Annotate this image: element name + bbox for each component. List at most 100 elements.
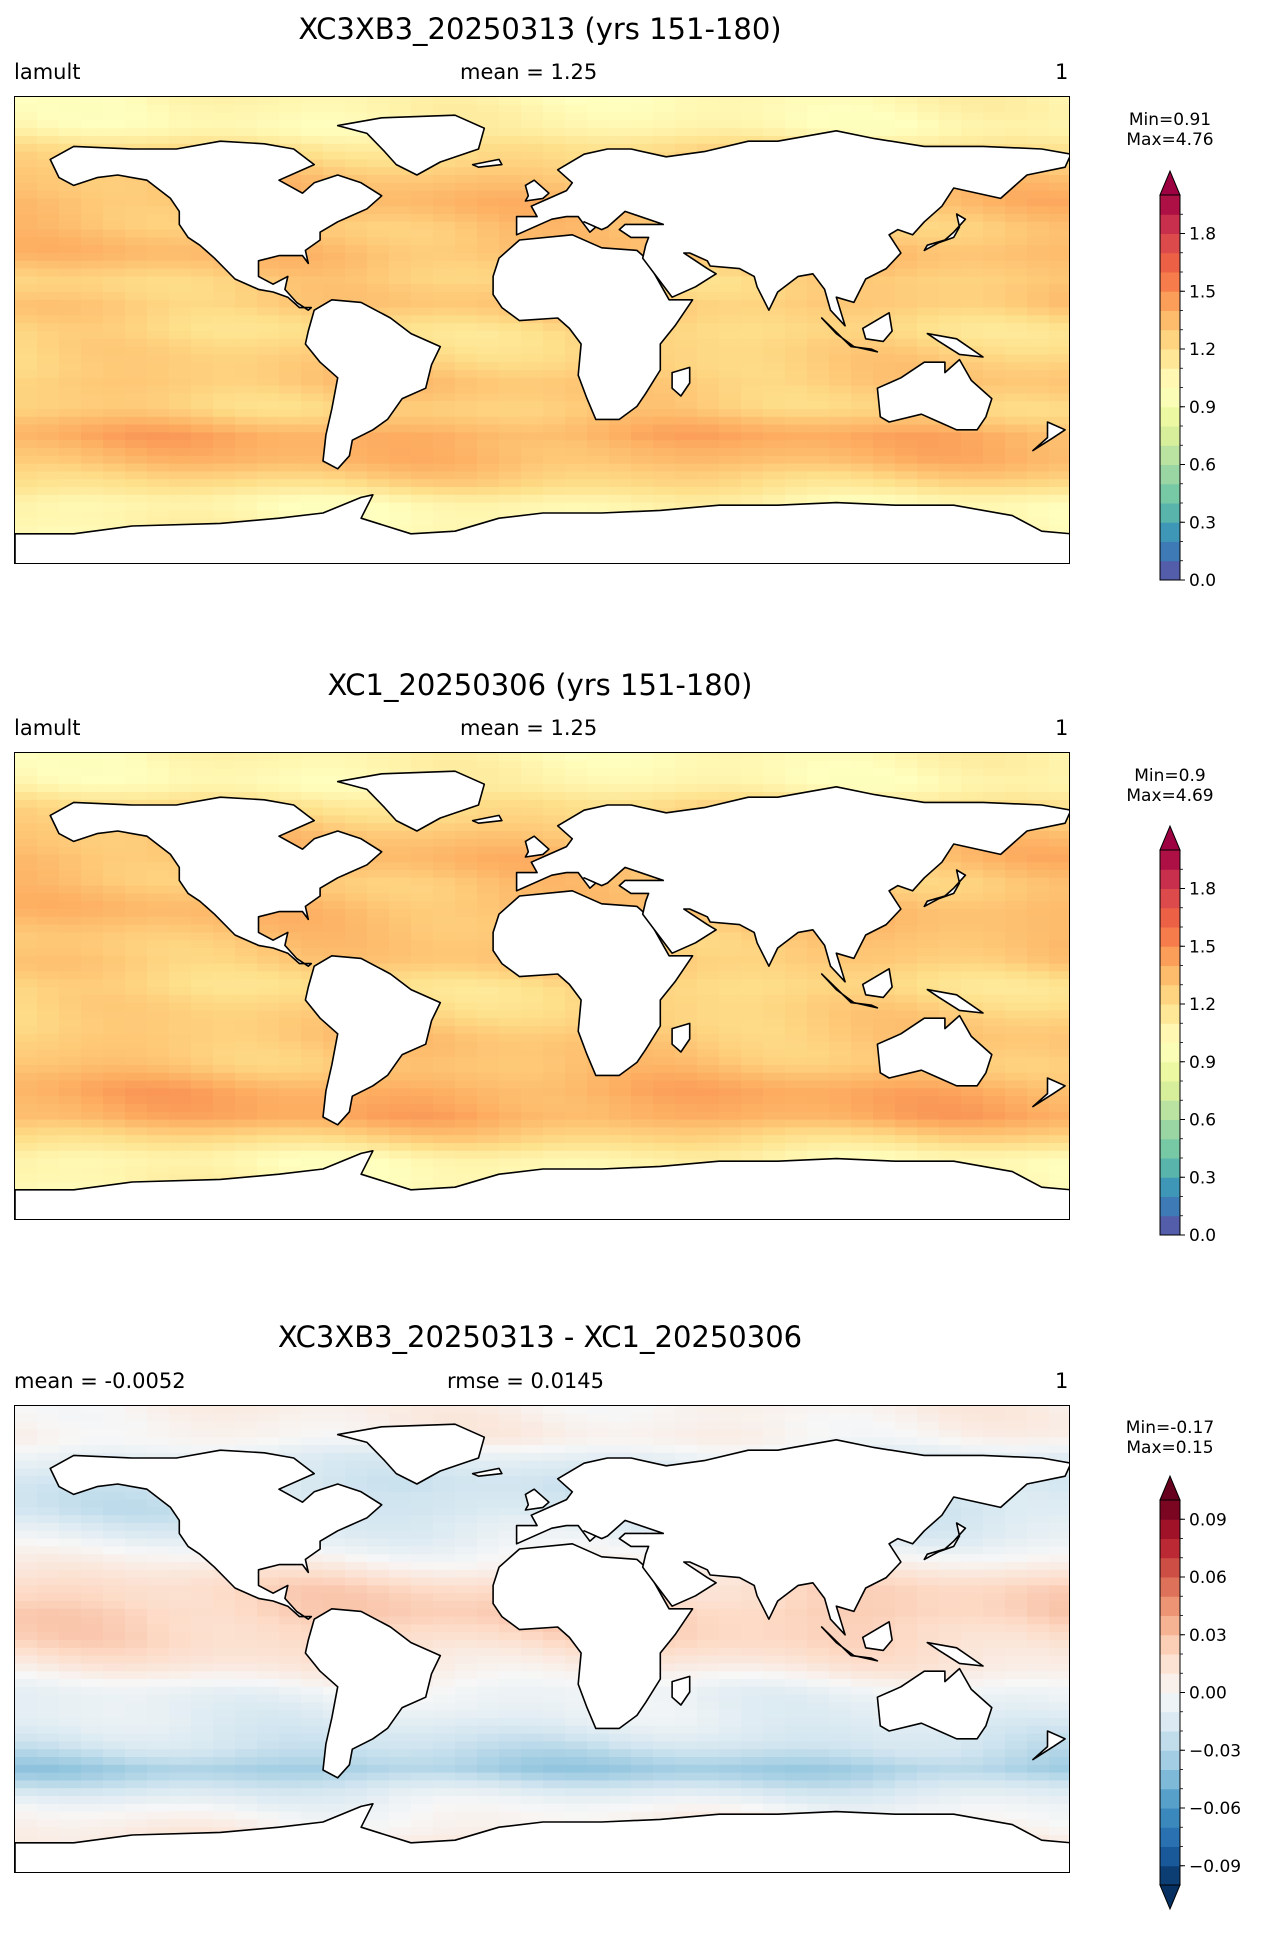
colorbar-level bbox=[1160, 888, 1180, 909]
colorbar-level bbox=[1160, 329, 1180, 350]
land-mass bbox=[49, 1449, 383, 1620]
colorbar-level bbox=[1160, 541, 1180, 562]
colorbar: 0.0 0.3 0.6 0.9 1.2 1.5 1.8 bbox=[1159, 824, 1216, 1246]
land-mass bbox=[336, 770, 486, 832]
colorbar-level bbox=[1160, 1538, 1180, 1559]
land-mass bbox=[1032, 1077, 1066, 1108]
colorbar-tick-label: 1.5 bbox=[1189, 937, 1216, 957]
land-mass bbox=[515, 786, 1069, 983]
colorbar-tick-label: 1.8 bbox=[1189, 880, 1216, 900]
colorbar-tick-label: 1.8 bbox=[1189, 225, 1216, 245]
colorbar-level bbox=[1160, 1769, 1180, 1790]
min-max-label: Min=0.9 Max=4.69 bbox=[1100, 766, 1240, 806]
land-mass bbox=[861, 968, 893, 999]
colorbar-level bbox=[1160, 426, 1180, 446]
colorbar-level bbox=[1160, 406, 1180, 427]
land-mass bbox=[515, 1439, 1069, 1636]
map-plot bbox=[14, 96, 1070, 564]
land-mass bbox=[304, 299, 442, 470]
mean-label: mean = 1.25 bbox=[460, 60, 598, 84]
colorbar-level bbox=[1160, 1004, 1180, 1024]
colorbar-level bbox=[1160, 214, 1180, 234]
colorbar-level bbox=[1160, 233, 1180, 254]
land-mass bbox=[492, 890, 694, 1077]
colorbar-level bbox=[1160, 349, 1180, 369]
colorbar-level bbox=[1160, 1731, 1180, 1751]
coastlines bbox=[15, 1423, 1069, 1872]
land-mass bbox=[671, 1022, 691, 1053]
colorbar-level bbox=[1160, 1196, 1180, 1217]
land-mass bbox=[820, 973, 879, 1009]
mean-label: mean = 1.25 bbox=[460, 716, 598, 740]
colorbar-extend-min bbox=[1159, 1884, 1181, 1911]
land-mass bbox=[515, 130, 1069, 327]
land-mass bbox=[671, 1675, 691, 1706]
land-mass bbox=[471, 158, 503, 168]
min-value: Min=-0.17 bbox=[1125, 1418, 1215, 1438]
colorbar-level bbox=[1160, 1500, 1180, 1520]
colorbar-level bbox=[1160, 252, 1180, 273]
variable-label: lamult bbox=[14, 716, 81, 740]
colorbar-level bbox=[1160, 1634, 1180, 1655]
colorbar-level bbox=[1160, 291, 1180, 311]
variable-label: lamult bbox=[14, 60, 81, 84]
colorbar-level bbox=[1160, 965, 1180, 986]
land-mass bbox=[923, 869, 967, 908]
mean-label: mean = -0.0052 bbox=[14, 1369, 186, 1393]
colorbar-level bbox=[1160, 445, 1180, 465]
colorbar-level bbox=[1160, 1081, 1180, 1101]
colorbar-tick-label: 0.00 bbox=[1189, 1684, 1227, 1704]
land-mass bbox=[923, 1522, 967, 1561]
colorbar-tick-label: 0.3 bbox=[1189, 1168, 1216, 1188]
land-mass bbox=[304, 1608, 442, 1779]
colorbar-level bbox=[1160, 464, 1180, 485]
coastlines bbox=[15, 770, 1069, 1219]
min-max-label: Min=0.91 Max=4.76 bbox=[1100, 110, 1240, 150]
colorbar-level bbox=[1160, 272, 1180, 292]
colorbar-level bbox=[1160, 310, 1180, 331]
land-mass bbox=[15, 1150, 1069, 1219]
colorbar-extend-max bbox=[1159, 169, 1181, 196]
land-mass bbox=[304, 955, 442, 1126]
colorbar-tick-label: 1.2 bbox=[1189, 340, 1216, 360]
land-mass bbox=[820, 1626, 879, 1662]
land-mass bbox=[861, 312, 893, 343]
land-mass bbox=[471, 1467, 503, 1477]
land-mass bbox=[524, 179, 550, 202]
colorbar: 0.0 0.3 0.6 0.9 1.2 1.5 1.8 bbox=[1159, 169, 1216, 591]
land-mass bbox=[336, 1423, 486, 1485]
colorbar-level bbox=[1160, 387, 1180, 408]
colorbar-level bbox=[1160, 1827, 1180, 1847]
land-mass bbox=[1032, 1730, 1066, 1761]
colorbar-tick-label: 0.06 bbox=[1189, 1568, 1227, 1588]
colorbar-level bbox=[1160, 1673, 1180, 1693]
colorbar-level bbox=[1160, 927, 1180, 947]
colorbar-tick-label: 0.9 bbox=[1189, 398, 1216, 418]
colorbar-level bbox=[1160, 483, 1180, 504]
land-mass bbox=[15, 1803, 1069, 1872]
colorbar-level bbox=[1160, 1215, 1180, 1236]
colorbar-tick-label: 1.5 bbox=[1189, 282, 1216, 302]
colorbar-extend-max bbox=[1159, 1474, 1181, 1501]
land-mass bbox=[492, 234, 694, 421]
land-mass bbox=[336, 114, 486, 176]
colorbar-level bbox=[1160, 850, 1180, 870]
colorbar-tick-label: 0.6 bbox=[1189, 456, 1216, 476]
colorbar-level bbox=[1160, 1692, 1180, 1713]
colorbar-level bbox=[1160, 560, 1180, 581]
min-value: Min=0.91 bbox=[1128, 110, 1212, 130]
map-plot bbox=[14, 1405, 1070, 1873]
colorbar-tick-label: 0.03 bbox=[1189, 1626, 1227, 1646]
colorbar-tick-label: −0.09 bbox=[1189, 1857, 1241, 1877]
land-mass bbox=[820, 317, 879, 353]
colorbar-level bbox=[1160, 1596, 1180, 1616]
colorbar-tick-label: 0.9 bbox=[1189, 1053, 1216, 1073]
land-mass bbox=[524, 1488, 550, 1511]
land-mass bbox=[876, 358, 993, 431]
colorbar-level bbox=[1160, 368, 1180, 388]
colorbar-level bbox=[1160, 1750, 1180, 1770]
colorbar-tick-label: 0.09 bbox=[1189, 1510, 1227, 1530]
colorbar-level bbox=[1160, 1042, 1180, 1063]
map-plot bbox=[14, 752, 1070, 1220]
max-value: Max=4.76 bbox=[1126, 130, 1214, 150]
